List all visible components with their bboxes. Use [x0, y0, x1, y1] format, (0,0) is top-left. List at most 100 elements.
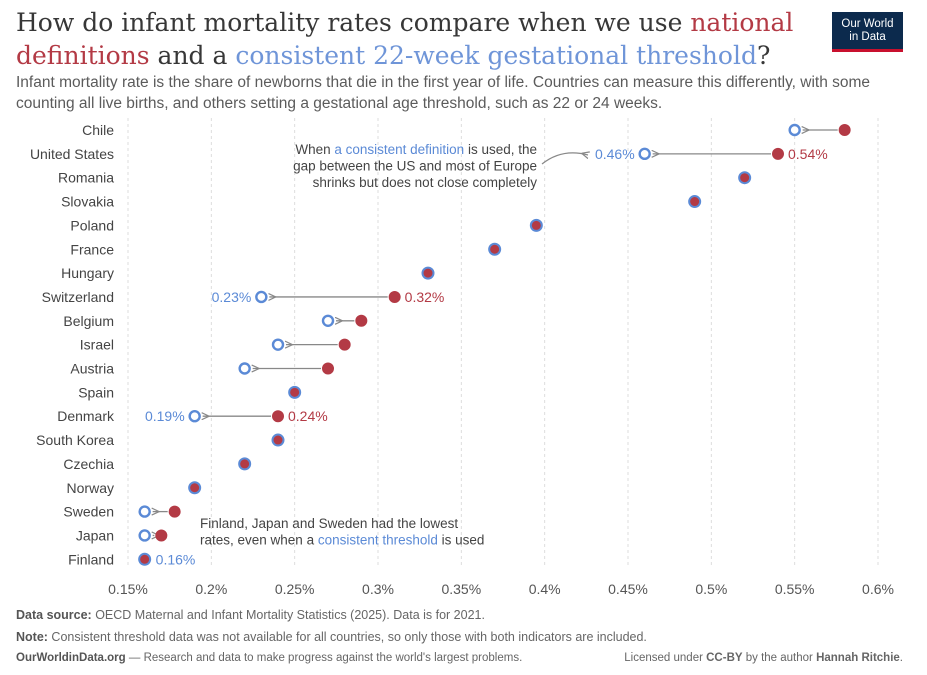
country-label-south-korea: South Korea — [36, 432, 114, 448]
dot-arrow-chart: 0.15% 0.2% 0.25% 0.3% 0.35% 0.4% 0.45% 0.5% 0.55… — [30, 118, 894, 597]
logo-line-1: Our World — [841, 18, 894, 30]
country-label-finland: Finland — [68, 551, 114, 567]
consistent-dot-israel — [271, 338, 285, 351]
consistent-value-label-united-states: 0.46% — [595, 146, 635, 162]
country-label-switzerland: Switzerland — [42, 289, 114, 305]
country-label-chile: Chile — [82, 122, 114, 138]
annotation-segment: is used — [438, 533, 485, 548]
country-label-norway: Norway — [67, 480, 114, 496]
consistent-dot-chile — [788, 123, 801, 137]
author-name: Hannah Ritchie — [816, 652, 900, 664]
national-dot-belgium — [355, 314, 368, 327]
chart-title: How do infant mortality rates compare wh… — [16, 6, 816, 72]
country-label-austria: Austria — [70, 361, 114, 377]
national-dot-denmark — [272, 410, 284, 423]
consistent-value-label-denmark: 0.19% — [145, 408, 185, 424]
consistent-dot-czechia — [238, 457, 252, 471]
national-value-label-switzerland: 0.32% — [405, 289, 445, 305]
title-part-5: ? — [756, 41, 771, 70]
annotation-line: rates, even when a consistent threshold … — [200, 533, 484, 548]
consistent-dot-hungary — [421, 266, 435, 280]
national-dot-chile — [838, 124, 851, 136]
consistent-dot-poland — [529, 218, 543, 232]
footer-license: Licensed under CC-BY by the author Hanna… — [624, 652, 903, 664]
consistent-dot-sweden — [138, 505, 151, 518]
consistent-dot-belgium — [321, 314, 335, 328]
annotation-consistent-definition: When a consistent definition is used, th… — [293, 142, 537, 190]
country-label-france: France — [70, 241, 114, 257]
annotation-segment: Finland, Japan and Sweden had the lowest — [200, 516, 458, 531]
annotation-line: When a consistent definition is used, th… — [295, 142, 537, 157]
annotation-lowest-rates: Finland, Japan and Sweden had the lowest… — [200, 516, 484, 548]
country-label-czechia: Czechia — [63, 456, 114, 472]
annotation-arrow — [541, 153, 588, 165]
x-tick-label: 0.15% — [108, 581, 148, 597]
title-part-3: and a — [149, 41, 236, 70]
footer-note: Note: Consistent threshold data was not … — [16, 630, 647, 644]
x-tick-label: 0.25% — [275, 581, 315, 597]
license-end: . — [899, 652, 903, 664]
country-label-spain: Spain — [78, 384, 114, 400]
x-tick-label: 0.6% — [862, 581, 894, 597]
national-dot-austria — [322, 362, 334, 375]
x-tick-label: 0.5% — [695, 581, 727, 597]
consistent-dot-norway — [188, 481, 202, 495]
country-label-hungary: Hungary — [61, 265, 114, 281]
x-tick-label: 0.45% — [608, 581, 648, 597]
country-label-israel: Israel — [80, 337, 114, 353]
consistent-dot-switzerland — [255, 290, 268, 304]
country-label-romania: Romania — [58, 170, 114, 186]
source-text: OECD Maternal and Infant Mortality Stati… — [91, 608, 485, 622]
consistent-dot-south-korea — [271, 433, 285, 447]
license-mid: by the author — [742, 652, 817, 664]
x-tick-label: 0.3% — [362, 581, 394, 597]
annotation-segment: When — [295, 142, 334, 157]
consistent-dot-finland — [138, 552, 152, 566]
footer-site: OurWorldinData.org — Research and data t… — [16, 652, 522, 664]
consistent-dot-japan — [138, 529, 151, 542]
national-dot-japan — [155, 529, 168, 542]
note-text: Consistent threshold data was not availa… — [47, 630, 647, 644]
consistent-value-label-switzerland: 0.23% — [212, 289, 252, 305]
annotation-line: shrinks but does not close completely — [313, 175, 538, 190]
site-text: — Research and data to make progress aga… — [125, 652, 523, 664]
consistent-dot-austria — [238, 362, 251, 375]
annotation-segment: a consistent definition — [334, 142, 464, 157]
x-tick-label: 0.55% — [775, 581, 815, 597]
annotation-segment: shrinks but does not close completely — [313, 175, 538, 190]
national-value-label-denmark: 0.24% — [288, 408, 328, 424]
x-tick-label: 0.35% — [441, 581, 481, 597]
national-value-label-united-states: 0.54% — [788, 146, 828, 162]
country-label-japan: Japan — [76, 527, 114, 543]
source-label: Data source: — [16, 608, 92, 622]
country-label-denmark: Denmark — [57, 408, 115, 424]
title-part-1: How do infant mortality rates compare wh… — [16, 8, 691, 37]
annotation-line: gap between the US and most of Europe — [293, 159, 537, 174]
country-label-belgium: Belgium — [63, 313, 114, 329]
national-dot-sweden — [168, 505, 181, 518]
consistent-dot-denmark — [188, 410, 201, 423]
x-tick-label: 0.4% — [529, 581, 561, 597]
annotation-segment: is used, the — [464, 142, 537, 157]
title-consistent-threshold: consistent 22-week gestational threshold — [235, 41, 757, 70]
license-pre: Licensed under — [624, 652, 707, 664]
title-national-definitions: national definitions — [16, 8, 794, 70]
annotation-segment: rates, even when a — [200, 533, 318, 548]
consistent-dot-slovakia — [688, 195, 702, 209]
owid-logo[interactable]: Our World in Data — [832, 12, 903, 52]
country-label-slovakia: Slovakia — [61, 194, 114, 210]
chart-subtitle: Infant mortality rate is the share of ne… — [16, 74, 871, 112]
license-link[interactable]: CC-BY — [706, 652, 743, 664]
country-label-united-states: United States — [30, 146, 114, 162]
consistent-dot-spain — [288, 385, 302, 399]
consistent-value-label-finland: 0.16% — [156, 551, 196, 567]
annotation-line: Finland, Japan and Sweden had the lowest — [200, 516, 458, 531]
national-dot-israel — [338, 338, 351, 351]
consistent-dot-united-states — [638, 147, 651, 161]
country-label-poland: Poland — [70, 217, 114, 233]
site-link[interactable]: OurWorldinData.org — [16, 652, 126, 664]
national-dot-switzerland — [388, 290, 401, 303]
annotation-segment: gap between the US and most of Europe — [293, 159, 537, 174]
logo-line-2: in Data — [849, 31, 886, 43]
x-tick-label: 0.2% — [195, 581, 227, 597]
